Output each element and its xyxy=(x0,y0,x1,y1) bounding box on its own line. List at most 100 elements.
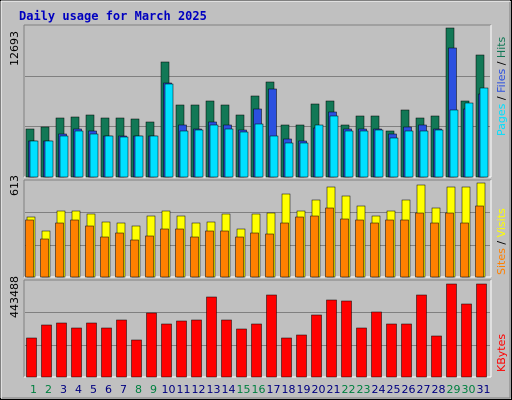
top-max-label: 12693 xyxy=(8,31,21,66)
top-bar-pages-9 xyxy=(149,135,159,178)
mid-bar-sites-9 xyxy=(145,235,154,278)
mid-bar-sites-26 xyxy=(400,219,409,278)
mid-bar-sites-30 xyxy=(460,222,469,278)
bot-bar-kbytes-8 xyxy=(131,339,142,378)
top-bar-pages-14 xyxy=(224,128,234,178)
mid-bar-sites-15 xyxy=(235,236,244,278)
top-bar-pages-25 xyxy=(389,137,399,178)
day-label-22: 22 xyxy=(342,383,356,396)
bot-bar-kbytes-16 xyxy=(251,323,262,378)
day-label-16: 16 xyxy=(252,383,266,396)
day-label-5: 5 xyxy=(90,383,97,396)
top-bar-pages-28 xyxy=(434,129,444,178)
mid-bar-sites-17 xyxy=(265,233,274,278)
mid-bar-sites-11 xyxy=(175,228,184,278)
middle-max-label: 613 xyxy=(8,175,21,196)
legend-sites: Sites xyxy=(495,248,508,275)
mid-bar-sites-31 xyxy=(475,205,484,278)
day-labels: 1 2 3 4 5 6 7 8 9 10 11 12 13 14 15 16 17 18 19 20 21 22 23 24 2… xyxy=(30,383,491,396)
bot-bar-kbytes-2 xyxy=(41,324,52,378)
day-label-6: 6 xyxy=(105,383,112,396)
mid-bar-sites-4 xyxy=(70,219,79,278)
bot-bar-kbytes-21 xyxy=(326,299,337,378)
day-label-24: 24 xyxy=(372,383,386,396)
bot-bar-kbytes-25 xyxy=(386,323,397,378)
top-bar-pages-11 xyxy=(179,130,189,178)
top-bar-pages-17 xyxy=(269,135,279,178)
bot-bar-kbytes-17 xyxy=(266,294,277,378)
panel-visits-sites xyxy=(23,179,492,278)
day-label-14: 14 xyxy=(222,383,236,396)
top-bar-pages-4 xyxy=(74,130,84,178)
mid-bar-sites-3 xyxy=(55,222,64,278)
top-bar-pages-10 xyxy=(164,83,174,178)
day-label-11: 11 xyxy=(177,383,191,396)
day-label-18: 18 xyxy=(282,383,296,396)
mid-bar-sites-18 xyxy=(280,222,289,278)
bot-bar-kbytes-20 xyxy=(311,314,322,378)
day-label-15: 15 xyxy=(237,383,251,396)
mid-bar-sites-10 xyxy=(160,228,169,278)
mid-bar-sites-12 xyxy=(190,236,199,278)
legend-bottom: KBytes xyxy=(495,334,508,372)
top-bar-pages-30 xyxy=(464,102,474,178)
legend-sep-2: / xyxy=(495,58,508,69)
top-bar-pages-16 xyxy=(254,123,264,178)
mid-bar-sites-21 xyxy=(325,207,334,278)
legend-kbytes: KBytes xyxy=(495,334,508,372)
top-bar-pages-6 xyxy=(104,135,114,178)
bot-bar-kbytes-10 xyxy=(161,323,172,378)
panel-hits-files-pages xyxy=(23,24,492,178)
top-bar-pages-12 xyxy=(194,129,204,178)
bottom-max-label: 443488 xyxy=(8,276,21,318)
day-label-27: 27 xyxy=(417,383,431,396)
bot-bar-kbytes-7 xyxy=(116,319,127,378)
mid-bar-sites-25 xyxy=(385,219,394,278)
day-label-21: 21 xyxy=(327,383,341,396)
panel-kbytes xyxy=(23,279,492,378)
top-bar-pages-8 xyxy=(134,135,144,178)
top-bar-pages-23 xyxy=(359,130,369,178)
mid-bar-sites-7 xyxy=(115,232,124,278)
bot-bar-kbytes-3 xyxy=(56,322,67,378)
day-label-12: 12 xyxy=(192,383,206,396)
bot-bar-kbytes-14 xyxy=(221,319,232,378)
top-bar-pages-2 xyxy=(44,140,54,178)
day-label-1: 1 xyxy=(30,383,37,396)
legend-middle: Sites / Visits xyxy=(495,208,508,275)
legend-sep-1: / xyxy=(495,93,508,104)
bot-bar-kbytes-5 xyxy=(86,322,97,378)
day-label-20: 20 xyxy=(312,383,326,396)
day-label-2: 2 xyxy=(45,383,52,396)
chart-title: Daily usage for March 2025 xyxy=(19,9,207,23)
top-bar-pages-5 xyxy=(89,133,99,178)
bot-bar-kbytes-15 xyxy=(236,328,247,378)
legend-sep-3: / xyxy=(495,237,508,248)
mid-bar-sites-5 xyxy=(85,225,94,278)
top-bar-pages-19 xyxy=(299,142,309,178)
mid-bar-sites-23 xyxy=(355,219,364,278)
bot-bar-kbytes-29 xyxy=(446,283,457,378)
mid-bar-sites-29 xyxy=(445,212,454,278)
legend-top: Pages / Files / Hits xyxy=(495,36,508,136)
mid-bar-sites-22 xyxy=(340,218,349,278)
day-label-8: 8 xyxy=(135,383,142,396)
bot-bar-kbytes-31 xyxy=(476,283,487,378)
mid-bar-sites-2 xyxy=(40,238,49,278)
day-label-28: 28 xyxy=(432,383,446,396)
legend-files: Files xyxy=(495,69,508,93)
mid-bar-sites-27 xyxy=(415,212,424,278)
mid-bar-sites-20 xyxy=(310,215,319,278)
day-label-25: 25 xyxy=(387,383,401,396)
day-label-29: 29 xyxy=(447,383,461,396)
top-bar-pages-29 xyxy=(449,109,459,178)
bot-bar-kbytes-4 xyxy=(71,327,82,378)
bot-bar-kbytes-19 xyxy=(296,334,307,378)
mid-bar-sites-6 xyxy=(100,236,109,278)
top-bar-pages-18 xyxy=(284,142,294,178)
day-label-7: 7 xyxy=(120,383,127,396)
top-bar-pages-20 xyxy=(314,124,324,178)
bot-bar-kbytes-26 xyxy=(401,323,412,378)
